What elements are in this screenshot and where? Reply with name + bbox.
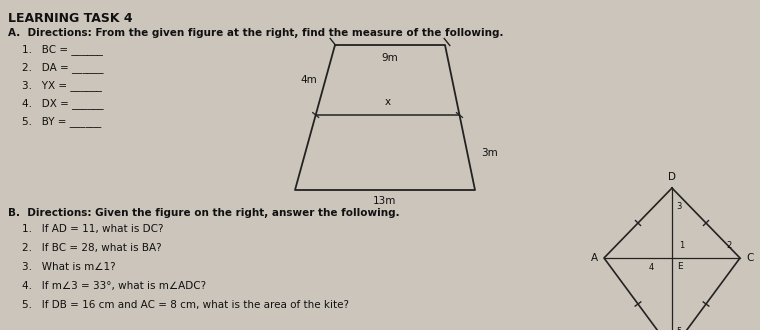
Text: 4m: 4m — [300, 75, 317, 85]
Text: LEARNING TASK 4: LEARNING TASK 4 — [8, 12, 133, 25]
Text: D: D — [668, 172, 676, 182]
Text: 1.   If AD = 11, what is DC?: 1. If AD = 11, what is DC? — [22, 224, 163, 234]
Text: B.  Directions: Given the figure on the right, answer the following.: B. Directions: Given the figure on the r… — [8, 208, 400, 218]
Text: 4: 4 — [649, 263, 654, 272]
Text: A.  Directions: From the given figure at the right, find the measure of the foll: A. Directions: From the given figure at … — [8, 28, 503, 38]
Text: x: x — [385, 97, 391, 107]
Text: A: A — [591, 253, 598, 263]
Text: 3m: 3m — [481, 148, 498, 157]
Text: 4.   DX = ______: 4. DX = ______ — [22, 98, 103, 109]
Text: E: E — [677, 262, 682, 271]
Text: 5.   If DB = 16 cm and AC = 8 cm, what is the area of the kite?: 5. If DB = 16 cm and AC = 8 cm, what is … — [22, 300, 349, 310]
Text: 3.   YX = ______: 3. YX = ______ — [22, 80, 102, 91]
Text: 9m: 9m — [382, 53, 398, 63]
Text: 2: 2 — [726, 241, 731, 250]
Text: 1.   BC = ______: 1. BC = ______ — [22, 44, 103, 55]
Text: 2.   If BC = 28, what is BA?: 2. If BC = 28, what is BA? — [22, 243, 162, 253]
Text: C: C — [746, 253, 753, 263]
Text: 2.   DA = ______: 2. DA = ______ — [22, 62, 103, 73]
Text: 4.   If m∠3 = 33°, what is m∠ADC?: 4. If m∠3 = 33°, what is m∠ADC? — [22, 281, 206, 291]
Text: 13m: 13m — [373, 196, 397, 206]
Text: 1: 1 — [679, 241, 684, 250]
Text: 3.   What is m∠1?: 3. What is m∠1? — [22, 262, 116, 272]
Text: 3: 3 — [676, 202, 682, 211]
Text: 5.   BY = ______: 5. BY = ______ — [22, 116, 101, 127]
Text: 5: 5 — [676, 327, 681, 330]
